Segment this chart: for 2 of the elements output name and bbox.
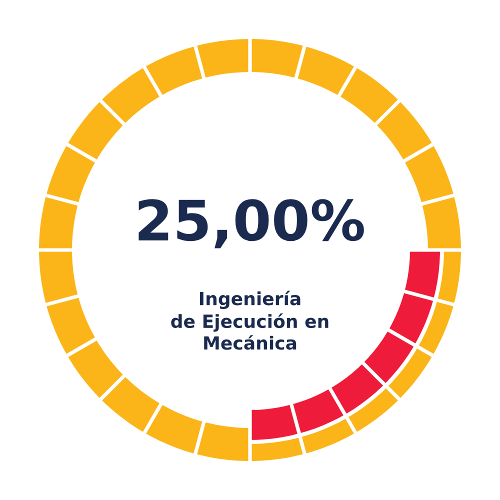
text: 25,00% [138,199,364,248]
text: Ingeniería de Ejecución en Mecánica [171,290,328,350]
